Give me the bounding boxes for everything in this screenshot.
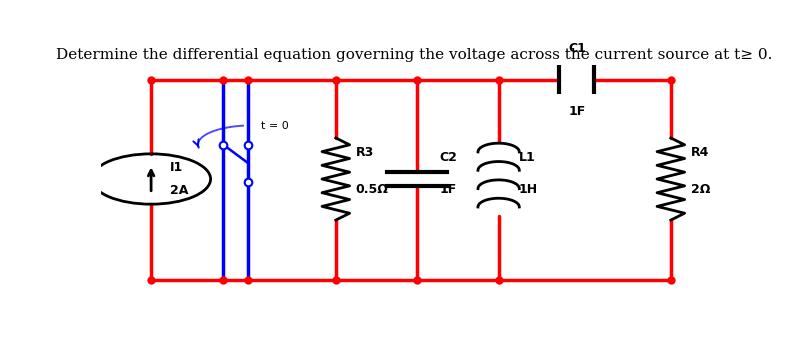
Text: L1: L1 bbox=[519, 151, 536, 164]
Text: C2: C2 bbox=[440, 151, 457, 164]
Text: 1F: 1F bbox=[568, 105, 586, 118]
Text: 2Ω: 2Ω bbox=[691, 183, 710, 196]
Text: 1H: 1H bbox=[519, 183, 538, 196]
Text: 0.5Ω: 0.5Ω bbox=[356, 183, 389, 196]
Text: t = 0: t = 0 bbox=[261, 121, 288, 131]
Text: I1: I1 bbox=[170, 161, 183, 174]
Text: R3: R3 bbox=[356, 146, 374, 159]
Text: R4: R4 bbox=[691, 146, 709, 159]
Text: Determine the differential equation governing the voltage across the current sou: Determine the differential equation gove… bbox=[56, 48, 772, 62]
Text: 2A: 2A bbox=[170, 184, 188, 197]
Text: C1: C1 bbox=[568, 42, 586, 54]
Text: 1F: 1F bbox=[440, 183, 457, 196]
